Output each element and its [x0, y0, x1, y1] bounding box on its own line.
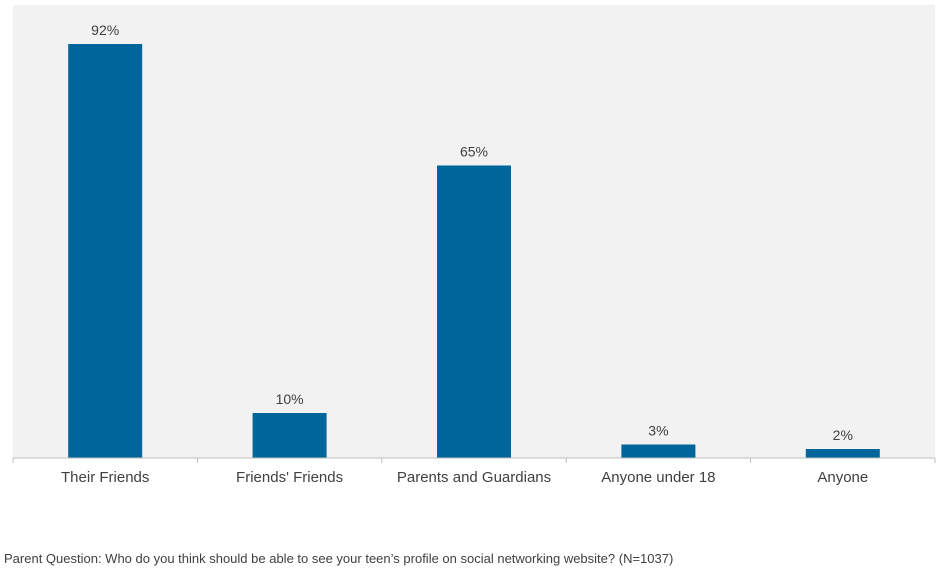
bar-value-label: 10% [276, 391, 304, 407]
bar-value-label: 92% [91, 22, 119, 38]
bar [68, 44, 143, 458]
x-tick-label: Friends' Friends [236, 469, 343, 486]
x-tick-label: Parents and Guardians [397, 469, 551, 486]
bar [805, 449, 880, 458]
bar-value-label: 65% [460, 144, 488, 160]
bar [437, 165, 511, 458]
x-tick-label: Their Friends [61, 469, 149, 486]
footnote: Parent Question: Who do you think should… [4, 551, 674, 566]
x-axis-ticks [12, 458, 936, 463]
x-axis-tick-labels: Their Friends Friends' Friends Parents and… [61, 469, 868, 486]
bars-group [68, 44, 880, 458]
bar [252, 413, 327, 458]
x-tick-label: Anyone [817, 469, 868, 486]
bar-value-labels: 92% 10% 65% 3% 2% [91, 22, 853, 443]
bar-value-label: 2% [833, 427, 853, 443]
bar-value-label: 3% [648, 423, 668, 439]
x-tick-label: Anyone under 18 [601, 469, 715, 486]
bar [621, 444, 696, 458]
